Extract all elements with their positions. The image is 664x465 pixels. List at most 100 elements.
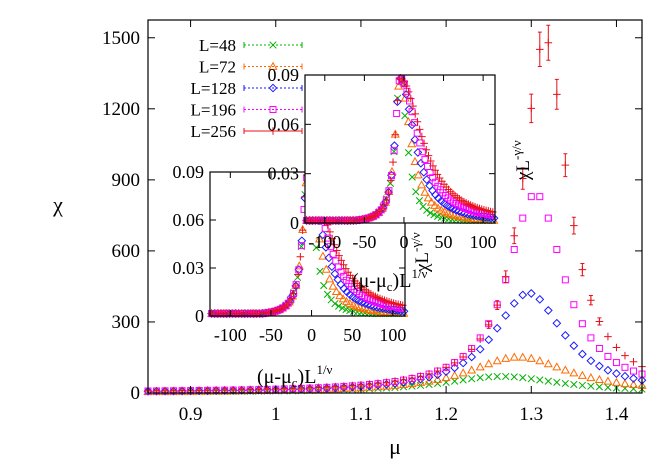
data-point (433, 374, 443, 383)
data-point (560, 330, 570, 340)
data-point (612, 369, 621, 378)
data-point (406, 97, 413, 105)
data-point (433, 379, 442, 388)
data-point (420, 187, 430, 196)
data-point (629, 358, 638, 366)
x-tick-label: 1.3 (519, 404, 543, 425)
data-point (544, 38, 553, 47)
data-point (604, 332, 612, 341)
data-point (160, 386, 170, 396)
data-point (527, 193, 535, 201)
data-point (570, 380, 578, 389)
data-point (612, 343, 621, 352)
data-point (518, 290, 528, 300)
data-point (475, 362, 485, 371)
data-point (458, 368, 468, 377)
data-point (485, 373, 493, 381)
data-point (595, 317, 604, 326)
legend-marker (269, 41, 277, 49)
x-tick-label: 1.1 (349, 404, 373, 425)
data-point (399, 375, 408, 384)
data-point (595, 344, 603, 352)
data-point (408, 173, 416, 181)
data-point (143, 386, 153, 396)
data-point (544, 214, 552, 222)
data-point (288, 384, 297, 393)
data-point (324, 253, 334, 263)
data-point (384, 188, 393, 196)
data-point (544, 377, 552, 385)
legend-label: L=72 (199, 58, 236, 77)
data-point (404, 88, 413, 96)
x-tick-label: 1 (271, 404, 281, 425)
legend-errbar (243, 42, 303, 48)
data-point (629, 385, 638, 393)
data-point (611, 377, 622, 386)
data-point (407, 376, 417, 386)
data-point (594, 374, 604, 383)
data-point (510, 373, 518, 381)
data-point (425, 370, 433, 378)
data-point (374, 379, 382, 388)
data-point (152, 386, 161, 396)
data-point (411, 110, 419, 118)
data-point (365, 380, 374, 388)
data-point (415, 197, 424, 205)
data-point (430, 200, 440, 209)
data-point (380, 201, 388, 209)
data-point (339, 260, 348, 269)
data-point (401, 112, 409, 120)
data-point (501, 353, 511, 362)
data-point (586, 372, 596, 382)
data-point (294, 270, 302, 279)
data-point (620, 371, 630, 381)
data-point (423, 193, 433, 202)
data-point (332, 246, 341, 255)
data-point (604, 352, 612, 360)
data-point (587, 334, 595, 342)
x-tick-label: -50 (352, 232, 376, 252)
data-point (331, 299, 339, 308)
x-tick-label: 0 (307, 325, 316, 345)
x-tick-label: 50 (435, 232, 453, 252)
data-point (426, 157, 435, 165)
data-point (297, 236, 307, 246)
data-point (314, 383, 323, 392)
data-point (406, 94, 415, 103)
legend-label: L=48 (199, 36, 236, 55)
data-point (330, 269, 340, 279)
data-point (450, 370, 460, 379)
data-point (408, 374, 416, 382)
data-point (321, 225, 329, 233)
data-point (394, 81, 404, 90)
legend-label: L=196 (191, 101, 236, 120)
data-point (393, 109, 401, 117)
y-tick-label: 600 (112, 241, 141, 262)
inset2-frame (304, 74, 496, 224)
data-point (526, 353, 536, 362)
data-point (413, 117, 422, 126)
data-point (194, 386, 204, 396)
y-tick-label: 0.09 (173, 162, 205, 182)
x-tick-label: -100 (214, 325, 247, 345)
data-point (323, 383, 331, 391)
data-point (341, 296, 352, 305)
data-point (569, 341, 579, 351)
data-point (328, 234, 336, 243)
inset1-axes: 0 0.03 0.06 0.09 -100 -50 0 50 100 (173, 162, 407, 345)
data-point (620, 378, 630, 388)
data-point (413, 170, 423, 179)
data-point (553, 90, 561, 99)
data-point (177, 386, 187, 396)
data-point (211, 386, 221, 396)
data-point (621, 363, 629, 371)
data-point (510, 231, 519, 240)
main-axes: 0 300 600 900 1200 1500 0.9 1 1.1 1.2 1.3 1.4 (102, 20, 642, 425)
data-point (417, 180, 427, 189)
data-point (433, 370, 442, 380)
data-point (450, 359, 459, 367)
data-point (413, 148, 423, 157)
data-point (382, 196, 391, 204)
data-point (402, 82, 411, 90)
data-point (297, 384, 306, 392)
